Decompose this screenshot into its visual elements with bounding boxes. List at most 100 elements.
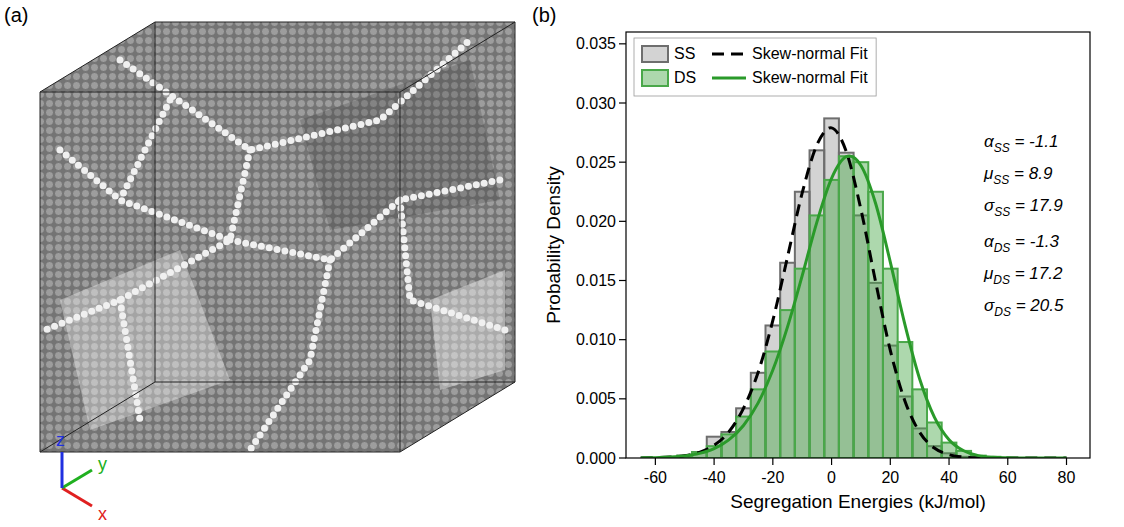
histogram-bar — [854, 162, 869, 458]
panel-a: (a)xyz — [4, 4, 515, 524]
plot-marks — [641, 118, 1067, 458]
annotation: αSS = -1.1 — [984, 132, 1058, 155]
annotation-text: = 8.9 — [1009, 164, 1053, 183]
legend-label: SS — [674, 45, 695, 62]
y-tick — [619, 102, 626, 103]
cube-edge — [40, 452, 400, 453]
y-tick — [619, 339, 626, 340]
panel-b: (b)-60-40-200204060800.0000.0050.0100.01… — [532, 4, 1090, 512]
histogram-series — [677, 156, 1000, 458]
annotation: μSS = 8.9 — [983, 164, 1053, 187]
y-tick — [619, 43, 626, 44]
void — [430, 270, 505, 390]
annotation-text: = 17.9 — [1010, 196, 1063, 215]
legend-label: Skew-normal Fit — [752, 69, 868, 86]
y-tick — [619, 162, 626, 163]
triad-label: y — [98, 454, 107, 474]
cube-edge — [40, 382, 155, 452]
y-tick-label: 0.010 — [576, 331, 616, 348]
y-tick — [619, 457, 626, 458]
legend-swatch — [642, 70, 668, 86]
y-tick-label: 0.020 — [576, 213, 616, 230]
x-tick-label: 40 — [940, 469, 958, 486]
y-axis-title: Probability Density — [543, 166, 564, 324]
histogram-bar — [839, 153, 854, 458]
histogram-bar — [795, 192, 810, 458]
grains — [40, 22, 515, 452]
x-tick-label: -40 — [703, 469, 726, 486]
cube-edge — [155, 22, 515, 23]
histogram-bar — [883, 269, 898, 458]
grain-boundary — [120, 100, 170, 200]
y-tick-label: 0.025 — [576, 154, 616, 171]
grain-boundary — [250, 260, 330, 450]
y-tick — [619, 398, 626, 399]
grain-boundary — [45, 150, 250, 330]
annotation-text: = 17.2 — [1010, 264, 1063, 283]
annotation-text: = -1.1 — [1010, 132, 1059, 151]
cube-edge — [40, 92, 41, 452]
x-tick — [948, 458, 949, 465]
annotation: μDS = 17.2 — [983, 264, 1063, 287]
histogram-series — [677, 118, 971, 458]
x-axis-title: Segregation Energies (kJ/mol) — [730, 491, 986, 512]
annotation-subscript: DS — [993, 273, 1010, 287]
cube-edge — [515, 22, 516, 382]
grain-boundary — [400, 200, 505, 330]
x-tick-label: 20 — [881, 469, 899, 486]
annotation-text: = -1.3 — [1010, 232, 1059, 251]
cube-edge — [40, 92, 400, 93]
cube-edge — [155, 382, 515, 383]
legend: SS Skew-normal Fit DS Skew-normal Fit — [634, 38, 876, 96]
x-tick — [1007, 458, 1008, 465]
cube-edge — [400, 92, 401, 452]
histogram-bar — [780, 310, 795, 458]
x-tick — [772, 458, 773, 465]
legend-line — [712, 53, 746, 56]
x-tick — [655, 458, 656, 465]
legend-label: Skew-normal Fit — [752, 45, 868, 62]
cube-edge — [400, 22, 515, 92]
triad-axis — [62, 488, 92, 506]
void — [60, 250, 230, 430]
triad-label: z — [56, 430, 65, 450]
x-tick-label: 0 — [827, 469, 836, 486]
triad-axis — [61, 452, 64, 488]
y-tick-label: 0.015 — [576, 272, 616, 289]
y-tick — [619, 280, 626, 281]
legend-label: DS — [674, 69, 696, 86]
annotation-subscript: DS — [994, 241, 1011, 255]
annotation-text: = 20.5 — [1011, 296, 1064, 315]
y-tick — [619, 221, 626, 222]
histogram-bar — [810, 150, 825, 458]
fit-line — [641, 156, 1067, 458]
fit-line — [641, 128, 1067, 458]
cube-edge — [40, 22, 155, 92]
figure: (a)xyz(b)-60-40-200204060800.0000.0050.0… — [0, 0, 1124, 527]
panel-label: (b) — [532, 4, 556, 26]
legend-line — [712, 77, 746, 80]
annotation-subscript: SS — [993, 173, 1009, 187]
y-tick-label: 0.005 — [576, 390, 616, 407]
x-tick — [1066, 458, 1067, 465]
x-tick — [831, 458, 832, 465]
annotation: σSS = 17.9 — [984, 196, 1063, 219]
y-tick-label: 0.035 — [576, 35, 616, 52]
y-tick-label: 0.000 — [576, 450, 616, 467]
histogram-bar — [824, 180, 839, 458]
legend-swatch — [642, 46, 668, 62]
grain-boundary — [60, 150, 230, 240]
cube-edge — [155, 22, 156, 382]
annotation: σDS = 20.5 — [984, 296, 1064, 319]
histogram-bar — [751, 373, 766, 458]
annotation-subscript: DS — [994, 305, 1011, 319]
legend-box — [634, 38, 876, 96]
triad-axis — [62, 470, 92, 488]
x-tick-label: 60 — [999, 469, 1017, 486]
annotation-subscript: SS — [994, 141, 1010, 155]
x-tick-label: -20 — [761, 469, 784, 486]
grain-boundary — [230, 180, 500, 260]
x-tick-label: -60 — [644, 469, 667, 486]
plot-frame — [626, 32, 1090, 458]
panel-label: (a) — [4, 4, 28, 26]
